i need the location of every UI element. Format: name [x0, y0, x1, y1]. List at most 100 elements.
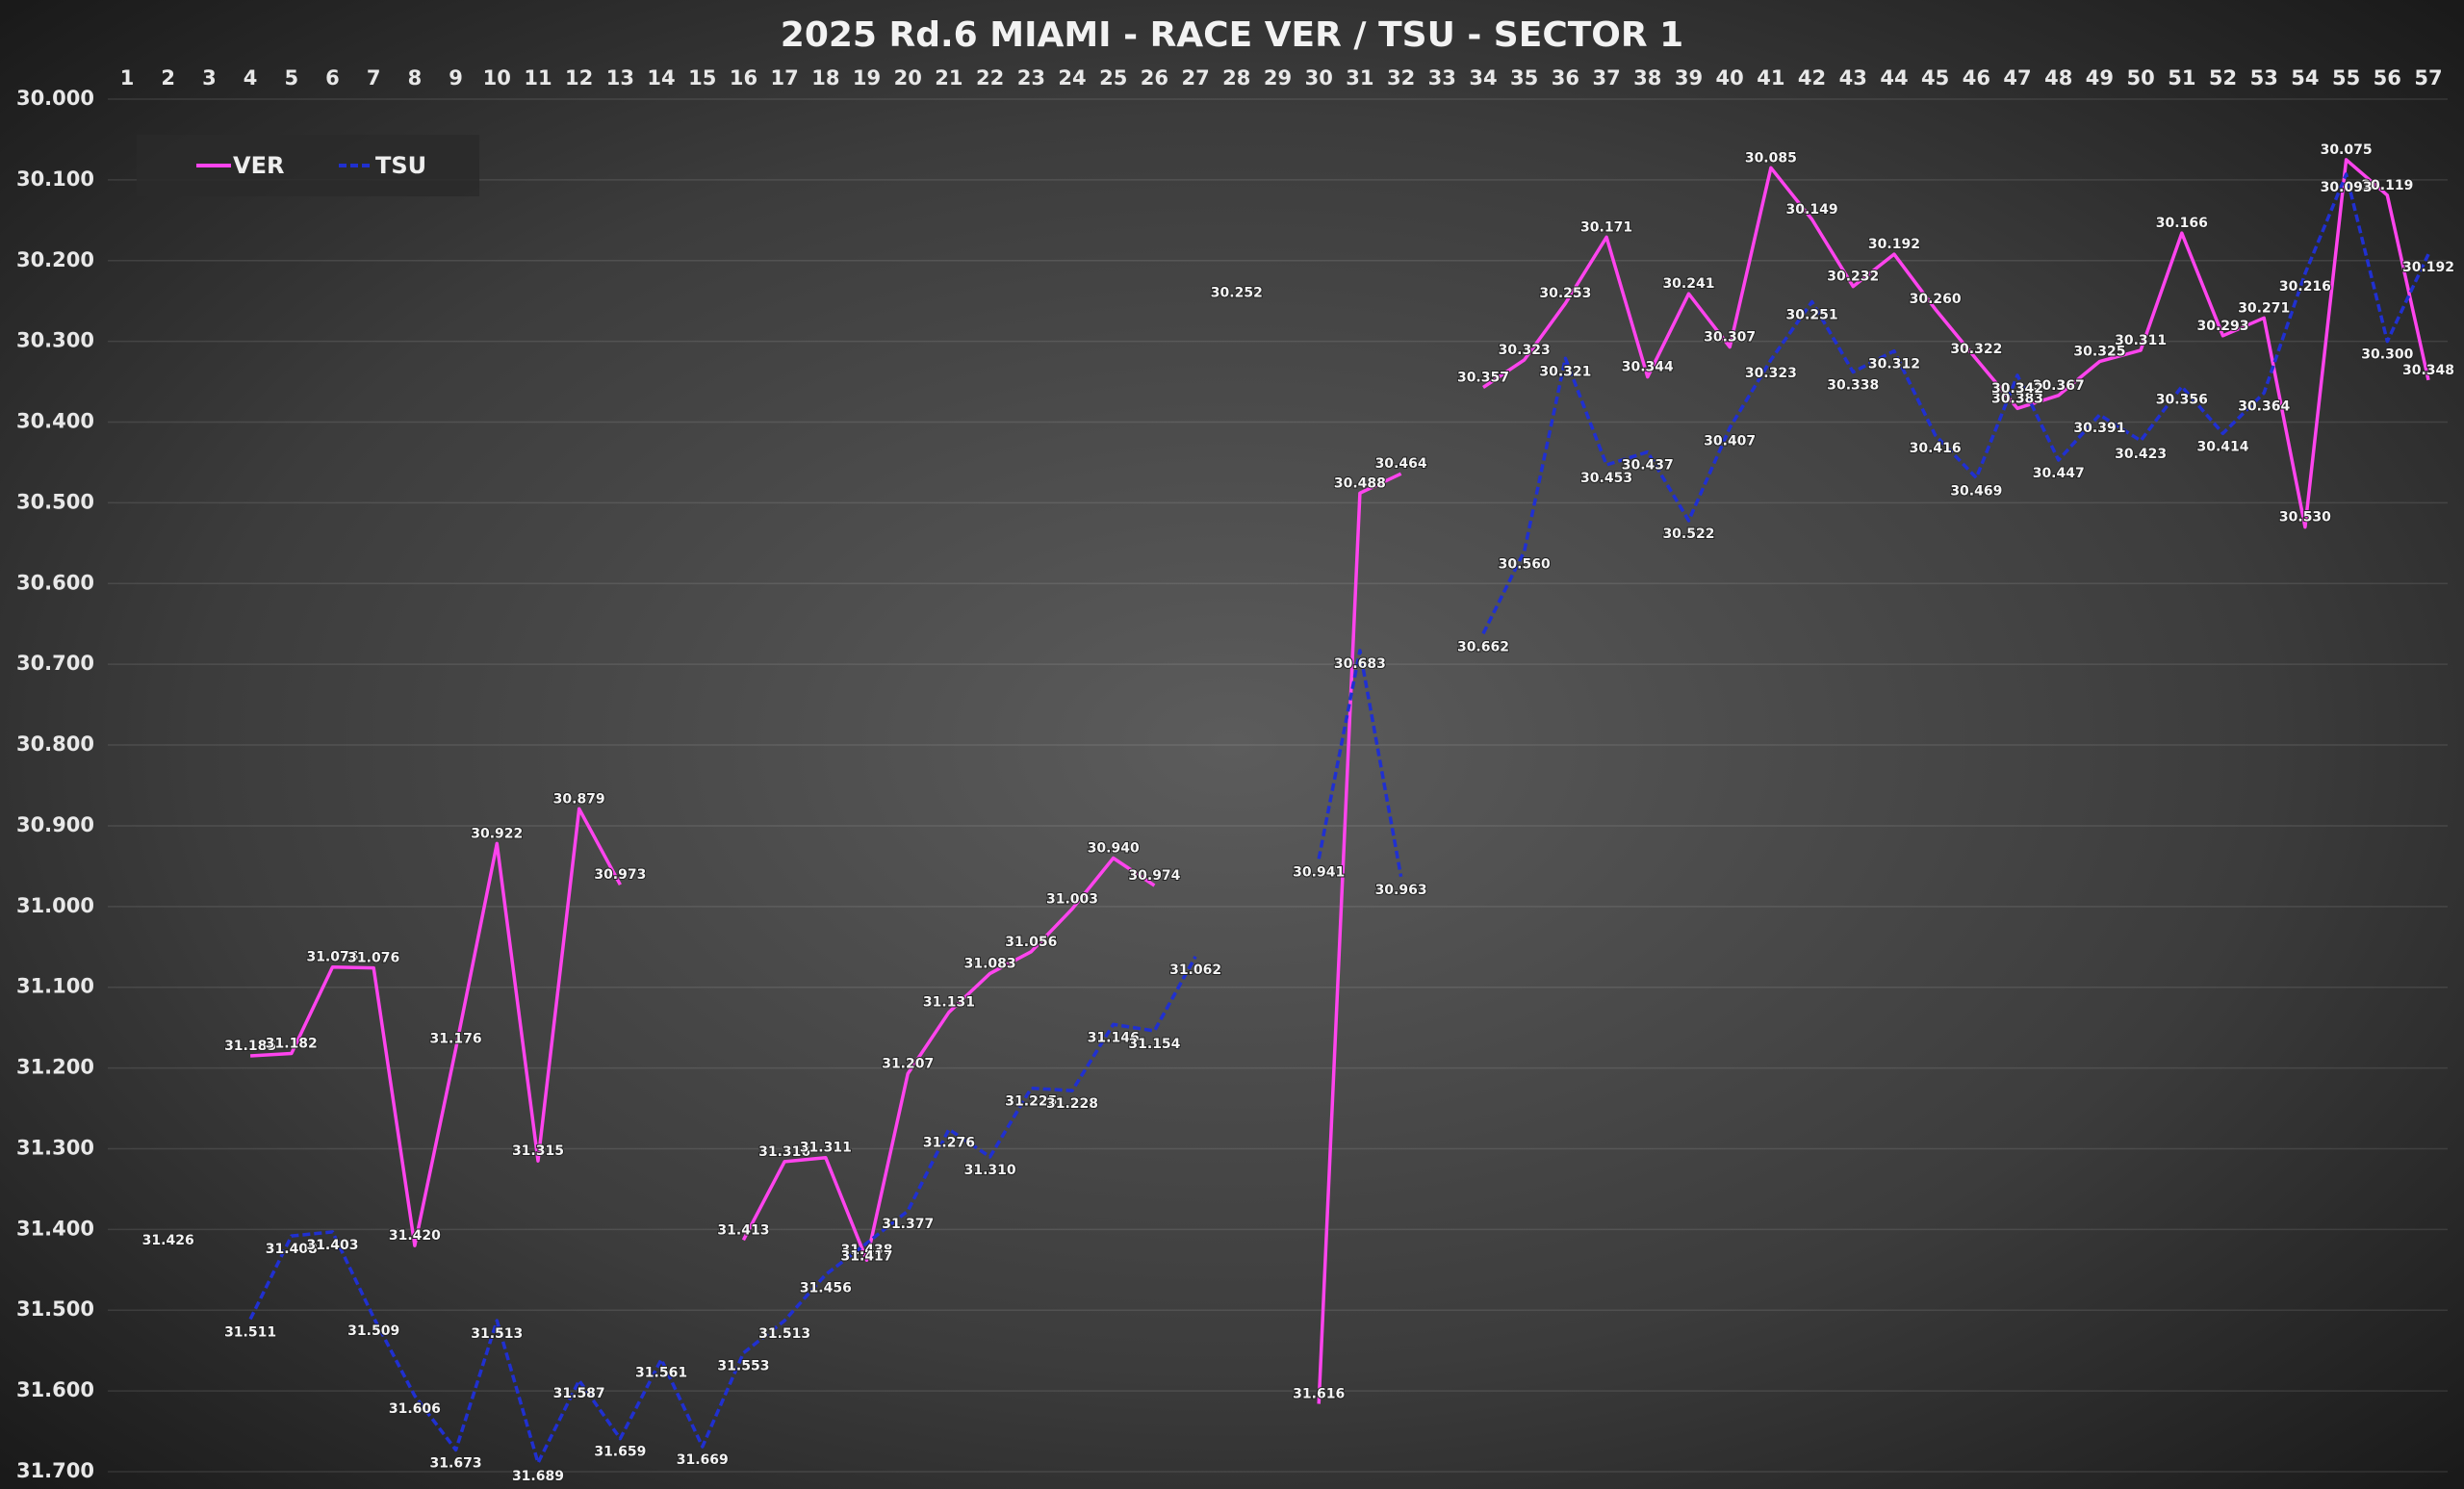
- data-label: 31.669: [677, 1452, 729, 1468]
- data-label: 30.662: [1457, 639, 1509, 655]
- data-label: 30.364: [2238, 398, 2290, 414]
- data-label: 30.192: [2402, 260, 2454, 275]
- data-label: 30.252: [1211, 285, 1263, 300]
- x-tick-label: 21: [935, 66, 962, 90]
- data-label: 31.076: [347, 951, 399, 966]
- data-label: 30.323: [1745, 366, 1797, 381]
- data-label: 30.119: [2361, 178, 2413, 193]
- data-label: 30.488: [1334, 475, 1386, 491]
- legend-box: [137, 135, 479, 196]
- data-label: 30.357: [1457, 370, 1509, 385]
- data-label: 31.276: [923, 1135, 975, 1150]
- legend-label: TSU: [375, 152, 426, 179]
- x-tick-label: 26: [1141, 66, 1168, 90]
- x-tick-label: 29: [1264, 66, 1292, 90]
- data-label: 31.511: [224, 1324, 276, 1340]
- x-tick-label: 15: [688, 66, 716, 90]
- data-label: 31.689: [512, 1469, 564, 1484]
- x-tick-label: 57: [2414, 66, 2442, 90]
- x-tick-label: 24: [1058, 66, 1086, 90]
- data-label: 31.207: [882, 1056, 934, 1071]
- x-tick-label: 10: [483, 66, 511, 90]
- data-label: 30.469: [1950, 483, 2002, 499]
- x-tick-label: 32: [1387, 66, 1415, 90]
- x-tick-label: 5: [284, 66, 298, 90]
- x-tick-label: 48: [2044, 66, 2072, 90]
- data-label: 30.974: [1128, 868, 1180, 884]
- data-label: 31.310: [964, 1163, 1016, 1178]
- x-tick-label: 34: [1469, 66, 1497, 90]
- data-label: 30.922: [471, 826, 523, 841]
- y-tick-label: 31.700: [16, 1459, 94, 1482]
- data-label: 30.232: [1827, 270, 1879, 285]
- data-label: 31.311: [800, 1141, 852, 1156]
- data-label: 31.056: [1005, 935, 1057, 950]
- data-label: 31.075: [306, 950, 358, 965]
- data-label: 31.146: [1088, 1030, 1140, 1045]
- x-tick-label: 28: [1222, 66, 1250, 90]
- data-label: 30.093: [2321, 180, 2373, 195]
- x-tick-label: 44: [1880, 66, 1908, 90]
- data-label: 30.348: [2402, 363, 2454, 378]
- data-label: 30.075: [2321, 142, 2373, 158]
- data-label: 31.377: [882, 1217, 934, 1232]
- x-tick-label: 49: [2086, 66, 2114, 90]
- data-label: 31.587: [553, 1386, 605, 1401]
- x-tick-label: 1: [120, 66, 135, 90]
- data-label: 30.166: [2156, 216, 2208, 231]
- y-tick-label: 31.100: [16, 975, 94, 998]
- data-label: 31.225: [1005, 1094, 1057, 1110]
- data-label: 30.311: [2115, 333, 2167, 348]
- data-label: 31.659: [594, 1445, 646, 1460]
- y-tick-label: 31.300: [16, 1136, 94, 1159]
- x-tick-label: 12: [565, 66, 593, 90]
- data-label: 31.616: [1293, 1387, 1345, 1402]
- data-label: 30.344: [1622, 360, 1674, 375]
- y-tick-label: 30.600: [16, 571, 94, 594]
- data-label: 30.312: [1868, 357, 1920, 372]
- y-tick-label: 30.200: [16, 248, 94, 271]
- data-label: 30.879: [553, 791, 605, 807]
- data-label: 31.456: [800, 1280, 852, 1296]
- x-tick-label: 11: [524, 66, 552, 90]
- x-tick-label: 30: [1305, 66, 1333, 90]
- data-label: 30.383: [1991, 391, 2043, 406]
- data-label: 30.293: [2197, 319, 2249, 334]
- x-tick-label: 45: [1921, 66, 1949, 90]
- y-tick-label: 31.400: [16, 1217, 94, 1240]
- data-label: 31.403: [306, 1238, 358, 1253]
- x-tick-label: 9: [449, 66, 463, 90]
- x-tick-label: 47: [2003, 66, 2031, 90]
- x-tick-label: 50: [2127, 66, 2155, 90]
- x-tick-label: 8: [408, 66, 423, 90]
- data-label: 30.241: [1662, 276, 1714, 292]
- y-tick-label: 30.900: [16, 813, 94, 836]
- data-label: 30.416: [1910, 441, 1962, 456]
- data-label: 30.407: [1704, 433, 1756, 449]
- data-label: 30.530: [2279, 510, 2331, 526]
- x-tick-label: 14: [647, 66, 675, 90]
- x-tick-label: 56: [2374, 66, 2401, 90]
- x-tick-label: 40: [1716, 66, 1744, 90]
- x-tick-label: 53: [2250, 66, 2278, 90]
- data-label: 31.316: [758, 1144, 810, 1160]
- data-label: 31.408: [266, 1242, 318, 1257]
- data-label: 30.560: [1499, 557, 1551, 573]
- data-label: 30.322: [1950, 342, 2002, 357]
- data-label: 31.438: [841, 1243, 893, 1258]
- data-label: 30.423: [2115, 447, 2167, 462]
- data-label: 31.553: [717, 1359, 769, 1374]
- data-label: 30.085: [1745, 150, 1797, 166]
- x-tick-label: 33: [1428, 66, 1456, 90]
- x-tick-label: 13: [606, 66, 634, 90]
- data-label: 30.963: [1375, 883, 1427, 898]
- data-label: 30.321: [1539, 364, 1591, 379]
- data-label: 30.271: [2238, 300, 2290, 316]
- data-label: 30.338: [1827, 378, 1879, 394]
- y-tick-label: 30.800: [16, 732, 94, 756]
- x-tick-label: 35: [1510, 66, 1538, 90]
- data-label: 30.356: [2156, 393, 2208, 408]
- x-tick-label: 37: [1592, 66, 1620, 90]
